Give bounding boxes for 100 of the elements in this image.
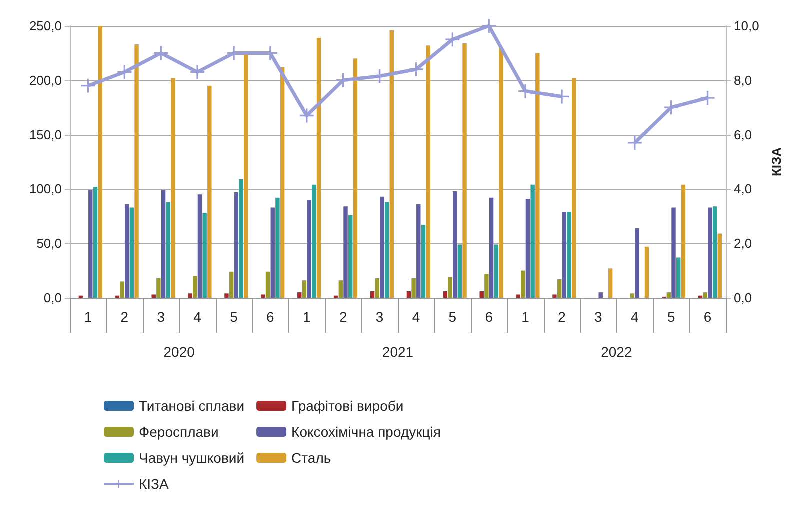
bar (344, 206, 348, 298)
bar (120, 282, 124, 298)
bar (384, 202, 390, 298)
x-tick-label: 6 (266, 309, 275, 325)
point (700, 91, 715, 106)
x-tick-label: 1 (84, 309, 92, 325)
bar (375, 278, 380, 298)
bar (426, 46, 430, 298)
bar (416, 204, 421, 298)
bar (353, 58, 358, 298)
legend-label: Коксохімічна продукція (292, 424, 441, 440)
y-tick-label: 150,0 (29, 127, 62, 142)
bar (562, 212, 567, 298)
x-tick-label: 1 (522, 309, 530, 325)
bar (93, 187, 98, 298)
legend-label: Сталь (292, 450, 332, 466)
bar (338, 280, 344, 298)
x-tick-label: 5 (667, 309, 676, 325)
bar (412, 278, 416, 298)
bar (608, 268, 613, 298)
bar (552, 294, 557, 298)
bar (202, 213, 207, 298)
bar (526, 198, 530, 298)
bar (516, 294, 520, 298)
bar (666, 292, 672, 298)
bar (224, 294, 229, 298)
bar (452, 191, 458, 298)
x-tick-label: 2 (339, 309, 348, 325)
x-tick-label: 5 (230, 309, 238, 325)
x-tick-label: 6 (485, 309, 494, 325)
bar (266, 272, 270, 298)
legend-label: Феросплави (139, 424, 219, 440)
bar (270, 208, 275, 298)
x-tick-label: 4 (194, 309, 202, 325)
y2-axis-title: КІЗА (769, 146, 784, 177)
bar (276, 198, 280, 298)
point (482, 19, 496, 33)
bar (681, 184, 686, 298)
bar (703, 292, 708, 298)
legend-label: Чавун чушковий (139, 450, 245, 466)
bar (718, 234, 722, 298)
bar (261, 294, 266, 298)
bar (530, 184, 535, 298)
bar (536, 53, 540, 298)
legend-label: КІЗА (139, 476, 170, 492)
bar (298, 292, 302, 298)
point (190, 65, 205, 80)
bar (443, 291, 448, 298)
bar (448, 277, 452, 298)
point (446, 32, 460, 47)
point (154, 46, 168, 60)
bar (316, 38, 322, 298)
bar (124, 204, 130, 298)
y2-tick-label: 0,0 (734, 290, 752, 306)
bar (390, 30, 394, 298)
bar (156, 278, 161, 298)
bar (708, 208, 712, 298)
y-tick-label: 100,0 (29, 182, 62, 197)
bar (193, 276, 198, 298)
x-tick-label: 1 (302, 309, 311, 325)
legend-label: Титанові сплави (139, 398, 245, 414)
y-tick-label: 200,0 (29, 72, 62, 88)
point (409, 62, 424, 77)
bar (712, 206, 718, 298)
point (81, 78, 96, 93)
bar (567, 212, 572, 298)
x-tick-label: 2 (120, 309, 129, 325)
bar (239, 179, 244, 298)
legend-label: Графітові вироби (292, 398, 404, 414)
y2-tick-label: 8,0 (734, 72, 752, 88)
bar (521, 270, 526, 298)
bar (380, 196, 384, 298)
bar (672, 208, 676, 298)
bar (302, 280, 307, 298)
bar (370, 291, 375, 298)
bar (635, 228, 640, 298)
point (336, 73, 350, 88)
bar (134, 44, 139, 298)
y-tick-label: 0,0 (44, 290, 62, 306)
bar (198, 194, 202, 298)
point (118, 65, 132, 80)
text: 2022 (601, 344, 632, 360)
bar (406, 291, 412, 298)
bar (234, 192, 239, 298)
bar (166, 202, 170, 298)
bar (494, 244, 498, 298)
bar (630, 294, 635, 298)
x-tick-label: 3 (157, 309, 166, 325)
y-tick-label: 250,0 (29, 18, 62, 34)
bar (88, 190, 93, 298)
bar (421, 225, 426, 298)
bar (557, 280, 562, 298)
y2-tick-label: 2,0 (734, 236, 752, 252)
y2-tick-label: 10,0 (734, 18, 760, 34)
text: 2020 (164, 344, 196, 360)
point (628, 136, 642, 150)
bar (484, 274, 489, 298)
x-tick-label: 2 (558, 309, 566, 325)
x-tick-label: 3 (594, 309, 603, 325)
bar (480, 291, 484, 298)
